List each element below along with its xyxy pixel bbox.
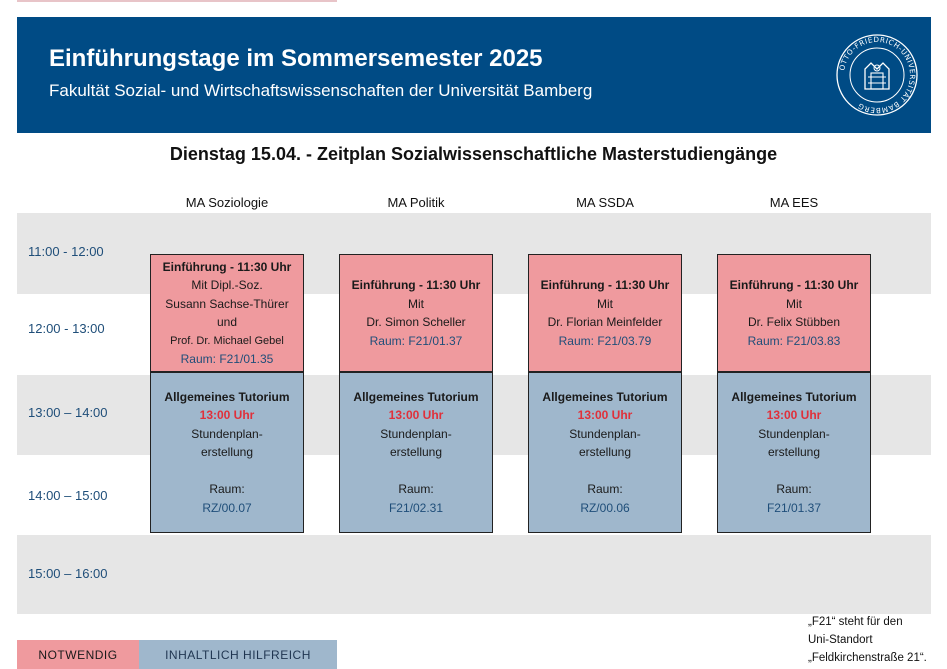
intro-session-soziologie: Einführung - 11:30 Uhr Mit Dipl.-Soz. Su… [150,254,304,372]
column-header-soziologie: MA Soziologie [185,195,269,210]
tutorium-session-ssda: Allgemeines Tutorium 13:00 Uhr Stundenpl… [528,372,682,533]
schedule-heading: Dienstag 15.04. - Zeitplan Sozialwissens… [169,144,778,164]
session-line: erstellung [767,445,821,460]
session-line: und [216,315,238,329]
session-line: erstellung [389,445,443,460]
session-title: Allgemeines Tutorium [353,389,479,404]
session-line: Mit [408,296,424,311]
session-time: 13:00 Uhr [577,408,633,423]
session-room: RZ/00.06 [580,500,630,515]
session-line: Stundenplan- [380,426,452,441]
session-title: Einführung - 11:30 Uhr [540,278,670,292]
time-label: 13:00 – 14:00 [28,405,108,420]
session-line: erstellung [578,445,632,460]
tutorium-session-soziologie: Allgemeines Tutorium 13:00 Uhr Stundenpl… [150,372,304,533]
location-note: „F21“ steht für den Uni-Standort „Feldki… [808,613,927,667]
session-line: Dr. Felix Stübben [747,315,841,329]
page-subtitle: Fakultät Sozial- und Wirtschaftswissensc… [49,81,593,100]
session-line: Dr. Simon Scheller [366,315,466,329]
session-line: Stundenplan- [758,426,830,441]
university-seal-logo: OTTO-FRIEDRICH-UNIVERSITÄT BAMBERG [836,34,918,116]
session-line: Susann Sachse-Thürer [165,296,289,311]
session-title: Einführung - 11:30 Uhr [162,259,292,274]
session-room-label: Raum: [587,482,623,497]
session-time: 13:00 Uhr [388,408,444,423]
session-line: Prof. Dr. Michael Gebel [170,334,284,347]
session-time: 13:00 Uhr [199,408,255,423]
page-header: Einführungstage im Sommersemester 2025 F… [17,17,931,133]
session-room: F21/01.37 [766,500,822,515]
session-room: F21/02.31 [388,500,444,515]
tutorium-session-politik: Allgemeines Tutorium 13:00 Uhr Stundenpl… [339,372,493,533]
legend-helpful: INHALTLICH HILFREICH [139,640,337,669]
intro-session-ssda: Einführung - 11:30 Uhr Mit Dr. Florian M… [528,254,682,372]
session-room: Raum: F21/03.79 [558,333,652,348]
session-time: 13:00 Uhr [766,408,822,423]
session-line: Stundenplan- [569,426,641,441]
session-title: Allgemeines Tutorium [731,389,857,404]
session-room: RZ/00.07 [202,500,252,515]
session-room-label: Raum: [209,482,245,497]
session-line: Stundenplan- [191,426,263,441]
intro-session-politik: Einführung - 11:30 Uhr Mit Dr. Simon Sch… [339,254,493,372]
session-line: Mit [597,296,613,311]
session-room-label: Raum: [776,482,812,497]
top-accent-line [17,0,337,2]
session-room: Raum: F21/03.83 [747,333,841,348]
time-label: 12:00 - 13:00 [28,321,105,336]
session-room: Raum: F21/01.35 [180,352,274,366]
time-label: 14:00 – 15:00 [28,488,108,503]
note-line: „Feldkirchenstraße 21“. [808,652,927,664]
tutorium-session-ees: Allgemeines Tutorium 13:00 Uhr Stundenpl… [717,372,871,533]
intro-session-ees: Einführung - 11:30 Uhr Mit Dr. Felix Stü… [717,254,871,372]
session-title: Einführung - 11:30 Uhr [351,278,481,292]
note-line: Uni-Standort [808,634,873,646]
session-title: Allgemeines Tutorium [164,389,290,404]
column-header-politik: MA Politik [387,195,445,210]
session-room: Raum: F21/01.37 [369,333,463,348]
session-line: Mit [786,296,802,311]
session-line: Dr. Florian Meinfelder [547,315,663,329]
time-label: 11:00 - 12:00 [28,244,104,259]
session-title: Allgemeines Tutorium [542,389,668,404]
page-title: Einführungstage im Sommersemester 2025 [49,45,543,72]
legend-required: NOTWENDIG [17,640,139,669]
session-title: Einführung - 11:30 Uhr [729,278,859,292]
session-room-label: Raum: [398,482,434,497]
time-label: 15:00 – 16:00 [28,566,108,581]
column-header-ees: MA EES [769,195,819,210]
session-line: Mit Dipl.-Soz. [191,278,263,292]
column-header-ssda: MA SSDA [576,195,634,210]
time-row-band [17,535,931,614]
session-line: erstellung [200,445,254,460]
note-line: „F21“ steht für den [808,616,903,628]
